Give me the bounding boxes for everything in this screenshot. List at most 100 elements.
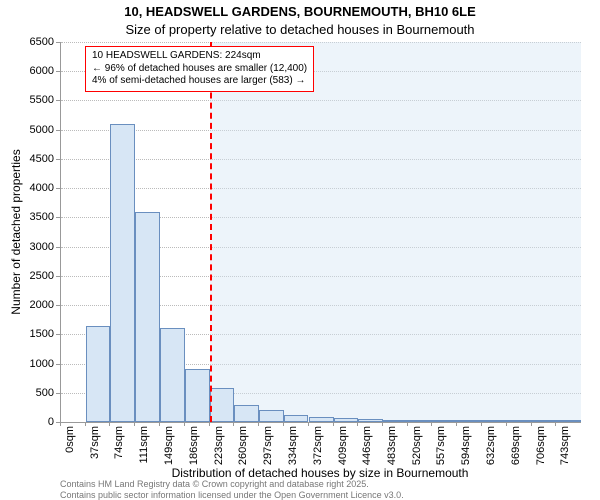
callout-line2: ← 96% of detached houses are smaller (12… [92,63,307,76]
x-tick-label: 372sqm [312,426,324,465]
x-tick-mark [555,422,556,426]
histogram-bar [482,420,507,422]
x-tick-label: 149sqm [163,426,175,465]
x-tick-label: 557sqm [435,426,447,465]
x-tick-label: 594sqm [460,426,472,465]
histogram-bar [110,124,135,422]
x-tick-mark [184,422,185,426]
x-tick-label: 632sqm [485,426,497,465]
y-tick-mark [56,188,60,189]
histogram-bar [135,212,160,422]
y-tick-mark [56,217,60,218]
y-tick-label: 3000 [4,241,54,253]
x-tick-label: 186sqm [188,426,200,465]
histogram-bar [334,418,359,422]
y-tick-mark [56,393,60,394]
x-tick-label: 334sqm [287,426,299,465]
footnote-line2: Contains public sector information licen… [60,490,590,500]
x-tick-label: 74sqm [113,426,125,459]
callout-line3: 4% of semi-detached houses are larger (5… [92,75,307,88]
x-axis-label: Distribution of detached houses by size … [60,466,580,480]
y-tick-mark [56,305,60,306]
histogram-bar [532,420,557,422]
histogram-bar [234,405,259,422]
y-tick-mark [56,159,60,160]
x-tick-label: 111sqm [138,426,150,464]
x-tick-label: 706sqm [535,426,547,465]
x-tick-mark [481,422,482,426]
y-tick-mark [56,130,60,131]
histogram-bar [210,388,235,422]
histogram-bar [284,415,309,422]
y-tick-label: 1500 [4,328,54,340]
x-tick-mark [109,422,110,426]
x-tick-mark [407,422,408,426]
y-tick-label: 6000 [4,65,54,77]
x-tick-label: 260sqm [237,426,249,465]
y-tick-mark [56,100,60,101]
chart-title-line1: 10, HEADSWELL GARDENS, BOURNEMOUTH, BH10… [0,4,600,19]
x-tick-mark [233,422,234,426]
x-tick-mark [85,422,86,426]
x-tick-mark [506,422,507,426]
y-tick-label: 4000 [4,182,54,194]
y-tick-label: 5000 [4,124,54,136]
y-tick-label: 6500 [4,36,54,48]
chart-title-line2: Size of property relative to detached ho… [0,22,600,37]
x-tick-mark [531,422,532,426]
y-tick-label: 5500 [4,94,54,106]
x-tick-mark [308,422,309,426]
x-tick-label: 520sqm [411,426,423,465]
y-tick-mark [56,247,60,248]
y-tick-mark [56,364,60,365]
y-tick-label: 0 [4,416,54,428]
histogram-bar [556,420,581,422]
x-tick-mark [431,422,432,426]
callout-line1: 10 HEADSWELL GARDENS: 224sqm [92,50,307,63]
y-tick-label: 2000 [4,299,54,311]
x-tick-mark [357,422,358,426]
x-tick-mark [333,422,334,426]
callout-box: 10 HEADSWELL GARDENS: 224sqm← 96% of det… [85,46,314,92]
distribution-shade [210,42,581,422]
x-tick-label: 0sqm [64,426,76,453]
x-tick-label: 37sqm [89,426,101,459]
x-tick-label: 297sqm [262,426,274,465]
x-tick-mark [134,422,135,426]
y-tick-mark [56,276,60,277]
histogram-bar [507,420,532,422]
plot-area: 10 HEADSWELL GARDENS: 224sqm← 96% of det… [60,42,581,423]
x-tick-label: 483sqm [386,426,398,465]
histogram-bar [408,420,433,422]
histogram-bar [185,369,210,422]
histogram-chart: 10, HEADSWELL GARDENS, BOURNEMOUTH, BH10… [0,0,600,500]
x-tick-mark [60,422,61,426]
y-axis-label: Number of detached properties [9,149,23,314]
chart-footnote: Contains HM Land Registry data © Crown c… [60,479,590,500]
histogram-bar [259,410,284,422]
histogram-bar [358,419,383,422]
y-tick-mark [56,334,60,335]
x-tick-label: 223sqm [213,426,225,465]
histogram-bar [457,420,482,422]
x-tick-mark [283,422,284,426]
x-tick-label: 446sqm [361,426,373,465]
x-tick-mark [382,422,383,426]
histogram-bar [160,328,185,422]
histogram-bar [383,420,408,422]
y-tick-label: 500 [4,387,54,399]
y-tick-label: 1000 [4,358,54,370]
x-tick-mark [209,422,210,426]
histogram-bar [309,417,334,422]
x-tick-label: 409sqm [337,426,349,465]
histogram-bar [432,420,457,422]
y-tick-label: 2500 [4,270,54,282]
y-tick-label: 3500 [4,211,54,223]
footnote-line1: Contains HM Land Registry data © Crown c… [60,479,590,489]
x-tick-mark [456,422,457,426]
x-tick-label: 669sqm [510,426,522,465]
x-tick-mark [258,422,259,426]
x-tick-label: 743sqm [559,426,571,465]
y-tick-mark [56,42,60,43]
subject-property-marker [210,42,212,422]
